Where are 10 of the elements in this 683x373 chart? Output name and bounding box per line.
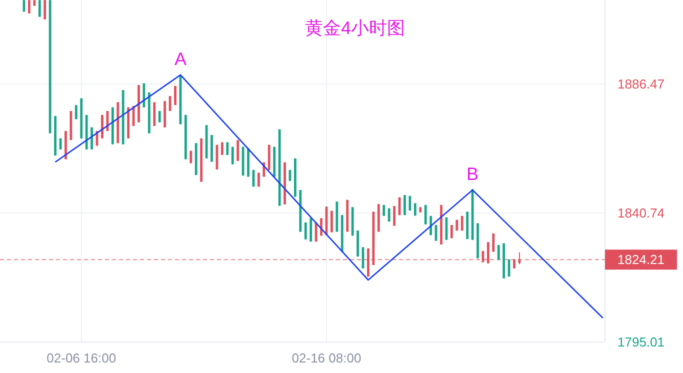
ref-line-label: 1824.21 [618,252,664,268]
annotation: B [466,164,479,184]
y-tick-label: 1886.47 [618,76,664,92]
x-tick-label: 02-16 08:00 [292,350,362,366]
annotation: A [174,48,186,69]
y-tick-label: 1840.74 [618,206,664,220]
x-tick-label: 02-06 16:00 [46,350,116,366]
line-series [54,74,604,319]
text: 黄金4小时图 [304,18,406,38]
y-tick-label: 1795.01 [618,334,664,350]
